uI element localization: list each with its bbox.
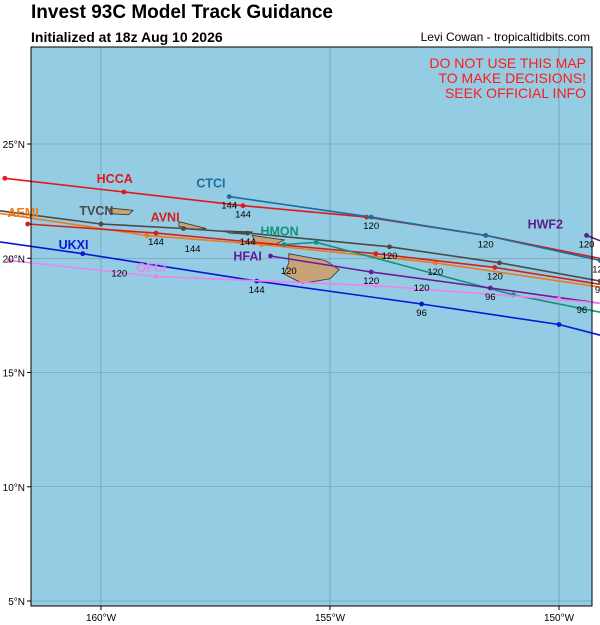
track-point-ukxi <box>419 301 424 307</box>
map-frame <box>30 46 593 607</box>
axis-tick-labels: 160°W155°W150°W145°W140°W25°N20°N15°N10°… <box>3 140 575 624</box>
hour-label: 120 <box>111 269 127 280</box>
hour-label: 120 <box>487 271 503 282</box>
kauai <box>109 207 134 216</box>
hour-label: 120 <box>382 251 398 262</box>
hour-label: 120 <box>363 221 379 232</box>
track-point-aemi <box>432 260 438 266</box>
track-line-avni <box>27 223 600 286</box>
lon-tick-label: 155°W <box>315 613 346 624</box>
disclaimer-warning: DO NOT USE THIS MAP TO MAKE DECISIONS! S… <box>429 56 586 101</box>
track-point-ctci <box>368 214 374 220</box>
track-hour-labels: 7212014412012014472961209612014496120144… <box>111 201 600 319</box>
lat-tick-label: 15°N <box>3 369 25 380</box>
track-line-ukxi <box>0 241 600 336</box>
hour-label: 120 <box>592 265 600 276</box>
hour-label: 120 <box>281 266 297 277</box>
track-point-ofci <box>153 274 159 279</box>
lon-tick-label: 160°W <box>86 613 117 624</box>
track-line-hfai <box>270 255 600 305</box>
hour-label: 120 <box>363 276 379 287</box>
track-point-tvcn <box>387 244 392 250</box>
hour-label: 120 <box>478 239 494 250</box>
warning-line-2: TO MAKE DECISIONS! <box>438 70 586 86</box>
lat-tick-label: 25°N <box>3 140 25 151</box>
hour-label: 144 <box>221 201 237 212</box>
warning-line-1: DO NOT USE THIS MAP <box>429 55 586 71</box>
page-title: Invest 93C Model Track Guidance <box>31 2 333 23</box>
track-point-avni <box>25 221 31 227</box>
track-point-ctci <box>483 233 489 238</box>
track-line-ctci <box>229 195 600 262</box>
track-point-hcca <box>2 175 8 181</box>
track-point-tvcn <box>245 230 251 236</box>
author-credit: Levi Cowan - tropicaltidbits.com <box>420 30 590 44</box>
hour-label: 144 <box>240 237 256 248</box>
track-point-hmon <box>313 239 319 245</box>
model-name-tvcn: TVCN <box>79 204 113 218</box>
track-point-avni <box>373 251 379 257</box>
hour-label: 96 <box>485 292 496 303</box>
track-line-hmon <box>284 241 600 313</box>
model-name-hmon: HMON <box>260 224 298 238</box>
track-line-hcca <box>4 177 600 260</box>
track-point-ukxi <box>556 322 562 327</box>
model-name-aemi: AEMI <box>7 206 38 220</box>
track-line-ofci <box>9 259 600 305</box>
init-time-subtitle: Initialized at 18z Aug 10 2026 <box>31 29 223 45</box>
track-point-ctci <box>226 194 232 200</box>
hour-label: 120 <box>579 239 595 250</box>
track-point-ofci <box>556 297 562 302</box>
track-point-hmon <box>281 242 287 247</box>
hour-label: 144 <box>148 237 164 248</box>
ocean-background <box>31 47 592 606</box>
track-point-tvcn <box>597 278 600 284</box>
hour-label: 96 <box>416 308 427 319</box>
hour-label: 120 <box>427 267 443 278</box>
model-name-avni: AVNI <box>151 211 180 225</box>
track-point-aemi <box>144 233 150 238</box>
lat-tick-label: 5°N <box>8 597 25 608</box>
track-point-hfai <box>487 285 493 291</box>
track-point-ofci <box>373 283 379 289</box>
track-line-aemi <box>0 212 600 288</box>
track-point-hwf2 <box>584 233 589 238</box>
track-point-hfai <box>368 269 374 275</box>
track-point-ctci <box>597 258 600 263</box>
track-point-tvcn <box>497 260 502 266</box>
hour-label: 96 <box>595 285 600 296</box>
model-name-labels: HCCA CTCI HWF2 AEMI TVCN AVNI HMON HFAI UKXI OFCI <box>7 172 563 275</box>
hour-label: 96 <box>577 305 588 316</box>
model-name-ukxi: UKXI <box>59 238 89 252</box>
hour-label: 144 <box>249 285 265 296</box>
lat-tick-label: 10°N <box>3 483 25 494</box>
model-name-hwf2: HWF2 <box>528 218 563 232</box>
track-point-tvcn <box>98 221 104 227</box>
track-point-hcca <box>121 189 127 195</box>
model-name-ofci: OFCI <box>136 261 166 275</box>
model-name-hfai: HFAI <box>233 250 261 264</box>
model-name-ctci: CTCI <box>196 176 225 190</box>
warning-line-3: SEEK OFFICIAL INFO <box>444 85 586 101</box>
hour-label: 144 <box>185 244 201 255</box>
track-point-ofci <box>6 258 12 263</box>
track-point-tvcn <box>181 226 186 231</box>
model-tracks <box>0 175 600 336</box>
track-point-hcca <box>240 203 246 209</box>
lon-tick-label: 150°W <box>544 613 575 624</box>
hour-label: 120 <box>414 283 430 294</box>
track-point-avni <box>492 265 498 270</box>
track-point-hfai <box>268 253 273 259</box>
track-point-avni <box>153 230 159 236</box>
track-point-ukxi <box>80 251 86 257</box>
model-name-hcca: HCCA <box>97 172 133 186</box>
hour-label: 144 <box>235 210 251 221</box>
lat-tick-label: 20°N <box>3 254 25 265</box>
